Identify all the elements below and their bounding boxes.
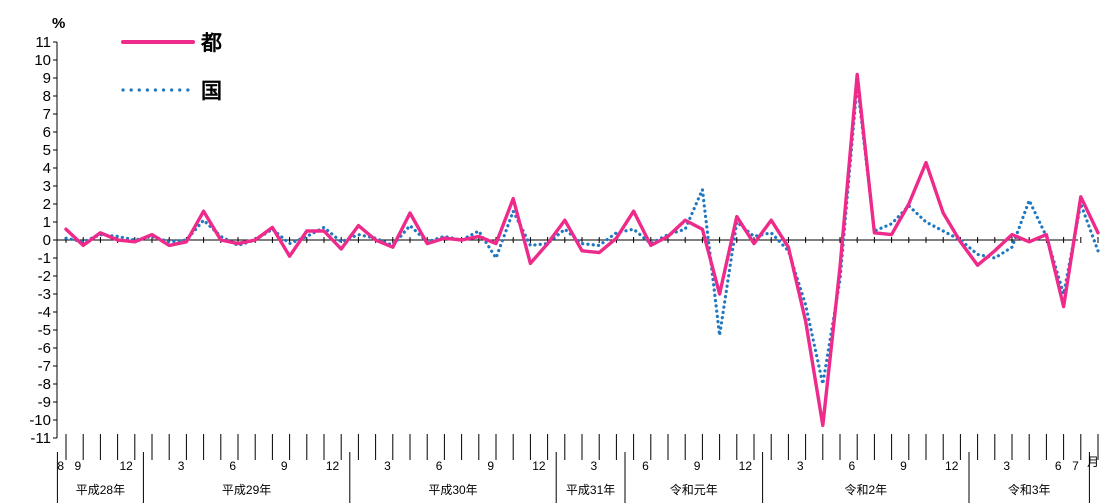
y-tick-label: 2 xyxy=(43,196,51,213)
y-tick-label: -7 xyxy=(38,358,51,375)
x-axis-unit-label: 月 xyxy=(1087,455,1099,469)
legend-label: 国 xyxy=(201,80,222,103)
legend-label: 都 xyxy=(200,31,222,55)
y-tick-label: -8 xyxy=(38,376,51,393)
x-month-label: 9 xyxy=(900,459,907,473)
y-tick-label: -11 xyxy=(30,430,51,447)
y-tick-label: -1 xyxy=(38,250,51,267)
x-month-label: 6 xyxy=(1055,459,1062,473)
x-month-label: 9 xyxy=(75,459,82,473)
x-month-label: 12 xyxy=(739,459,753,473)
y-tick-label: 10 xyxy=(34,52,51,69)
y-tick-label: -2 xyxy=(38,268,51,285)
x-year-label: 平成31年 xyxy=(566,483,615,497)
y-tick-label: 9 xyxy=(43,70,51,87)
y-tick-label: -10 xyxy=(29,412,51,429)
x-month-label: 12 xyxy=(945,459,959,473)
y-tick-label: 7 xyxy=(43,106,51,123)
x-month-label: 3 xyxy=(384,459,391,473)
y-tick-label: 11 xyxy=(35,34,51,51)
y-tick-label: -3 xyxy=(38,286,51,303)
x-month-label: 3 xyxy=(1003,459,1010,473)
x-month-label: 6 xyxy=(436,459,443,473)
x-year-label: 令和3年 xyxy=(1008,482,1051,497)
x-month-label: 8 xyxy=(57,459,64,473)
y-tick-label: 8 xyxy=(43,88,51,105)
x-month-label: 12 xyxy=(326,459,340,473)
x-month-label: 7 xyxy=(1072,459,1079,473)
x-year-label: 令和2年 xyxy=(844,482,887,497)
legend: 都国 xyxy=(121,31,222,103)
y-tick-label: 5 xyxy=(43,142,51,159)
y-tick-label: -5 xyxy=(38,322,51,339)
y-tick-label: 1 xyxy=(43,214,51,231)
series-layer xyxy=(64,72,1100,428)
y-tick-label: 6 xyxy=(43,124,51,141)
x-month-label: 9 xyxy=(487,459,494,473)
y-tick-label: -6 xyxy=(38,340,51,357)
x-month-label: 9 xyxy=(281,459,288,473)
series-line-tokyo xyxy=(64,72,1100,428)
y-tick-label: -9 xyxy=(38,394,51,411)
x-month-label: 6 xyxy=(642,459,649,473)
y-axis-unit-label: % xyxy=(52,15,65,32)
x-year-label: 令和元年 xyxy=(670,482,718,497)
series-line-national xyxy=(64,81,1100,386)
x-month-label: 9 xyxy=(694,459,701,473)
y-tick-label: 3 xyxy=(43,178,51,195)
x-month-label: 6 xyxy=(229,459,236,473)
x-year-label: 平成30年 xyxy=(428,483,477,497)
x-month-label: 3 xyxy=(178,459,185,473)
x-year-label: 平成28年 xyxy=(76,483,125,497)
x-month-label: 12 xyxy=(532,459,546,473)
y-tick-label: -4 xyxy=(38,304,51,321)
y-tick-label: 4 xyxy=(43,160,51,177)
x-month-label: 12 xyxy=(119,459,133,473)
y-tick-label: 0 xyxy=(43,232,51,249)
x-month-label: 3 xyxy=(797,459,804,473)
x-year-label: 平成29年 xyxy=(222,483,271,497)
x-month-label: 3 xyxy=(591,459,598,473)
x-month-label: 6 xyxy=(849,459,856,473)
